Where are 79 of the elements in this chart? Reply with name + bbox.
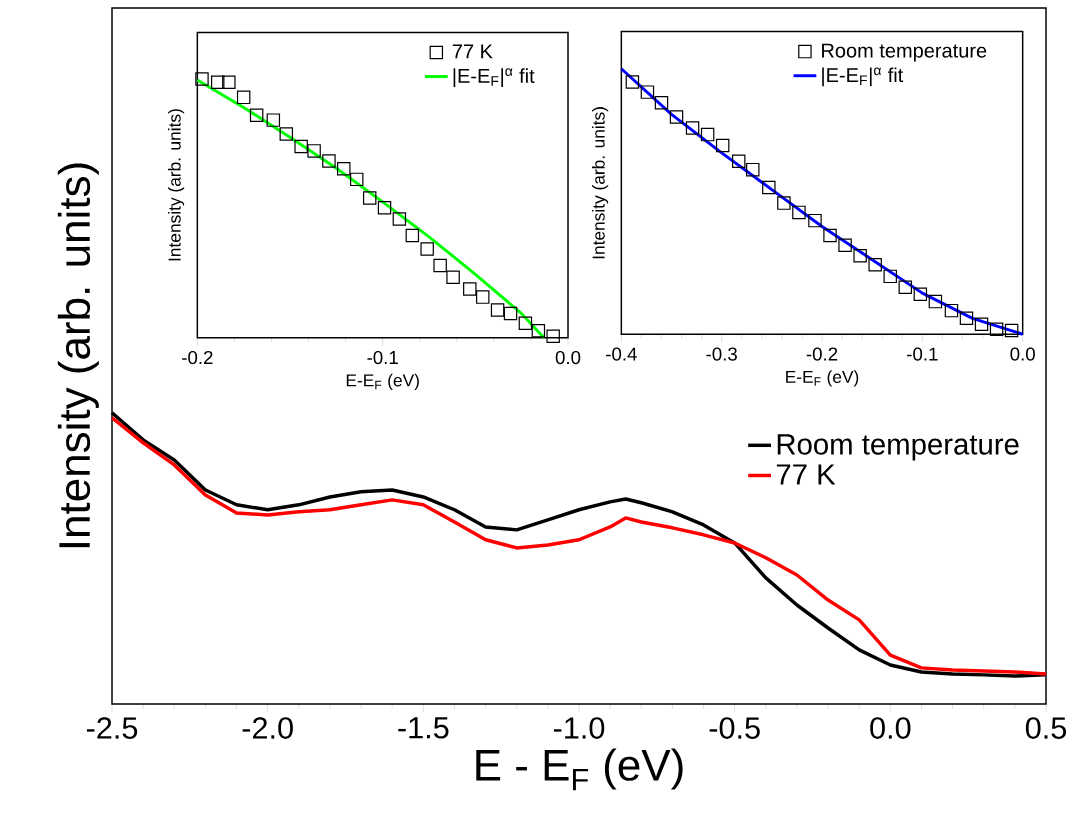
legend-label: 77 K [452, 44, 493, 59]
point [685, 121, 700, 135]
x-tick-label: -0.1 [907, 347, 938, 361]
point [392, 212, 407, 226]
point [944, 303, 959, 318]
x-tick-label: -0.3 [706, 347, 737, 361]
x-axis-title: E - E$_{F}$ (eV) [476, 748, 683, 791]
point [838, 238, 852, 253]
point [928, 294, 943, 309]
x-axis-title: E-E$_{F}$ (eV) [786, 370, 859, 387]
point [433, 258, 447, 273]
legend-label: |E-E$_{F}$|$^{α}$ fit [822, 67, 904, 87]
point [503, 306, 518, 321]
x-axis-title: E-E$_{F}$ (eV) [346, 373, 419, 390]
point [337, 162, 351, 176]
point [853, 248, 867, 263]
point [823, 228, 837, 243]
point [746, 162, 760, 177]
x-tick-label: -2.0 [242, 717, 293, 739]
point [898, 280, 913, 294]
point [236, 90, 251, 105]
point [476, 290, 490, 304]
y-axis-title: Intensity (arb. units) [592, 107, 609, 259]
point [654, 96, 669, 110]
point [808, 213, 822, 228]
legend-label: Room temperature [777, 434, 1019, 461]
point [249, 108, 264, 122]
point [266, 113, 281, 127]
point [405, 228, 420, 243]
x-tick-label: -0.2 [806, 347, 838, 361]
point [518, 316, 533, 330]
point [362, 191, 377, 205]
legend-label: 77 K [776, 464, 836, 485]
y-axis-title: Intensity (arb. units) [57, 163, 99, 548]
point [883, 269, 897, 284]
point [195, 72, 209, 86]
x-tick-label: -0.2 [182, 350, 213, 365]
point [490, 303, 505, 317]
point [322, 154, 336, 168]
point [294, 139, 308, 154]
point [307, 144, 321, 158]
legend-label: |E-E$_{F}$|$^{α}$ fit [453, 68, 535, 88]
x-tick-label: -0.1 [367, 350, 398, 365]
point [625, 75, 640, 89]
point [349, 172, 364, 187]
x-tick-label: -1.5 [398, 717, 449, 739]
point [989, 322, 1004, 336]
x-tick-label: -2.5 [86, 717, 138, 739]
point [463, 282, 477, 296]
point [420, 242, 434, 256]
point [531, 324, 546, 338]
point [792, 205, 806, 220]
point [669, 110, 684, 124]
point [732, 154, 746, 168]
legend-label: Room temperature [822, 43, 987, 62]
point [640, 85, 655, 99]
point [546, 329, 560, 343]
point [868, 257, 882, 272]
point [715, 138, 730, 153]
point [959, 311, 974, 326]
point [279, 127, 294, 141]
point [762, 180, 776, 195]
x-tick-label: -0.5 [709, 717, 760, 739]
point [1004, 323, 1019, 338]
point [446, 270, 460, 284]
x-tick-label: 0.0 [1010, 347, 1035, 361]
x-tick-label: 0.0 [555, 350, 581, 365]
x-tick-label: 0.5 [1025, 717, 1067, 739]
point [377, 201, 392, 215]
x-tick-label: 0.0 [870, 717, 911, 739]
point [974, 317, 989, 331]
x-tick-label: -0.4 [606, 347, 637, 361]
point [700, 127, 715, 142]
point [777, 196, 791, 210]
point [913, 287, 928, 301]
x-tick-label: -1.0 [553, 717, 605, 739]
y-axis-title: Intensity (arb. units) [168, 109, 185, 261]
point [222, 75, 236, 90]
point [210, 75, 225, 90]
